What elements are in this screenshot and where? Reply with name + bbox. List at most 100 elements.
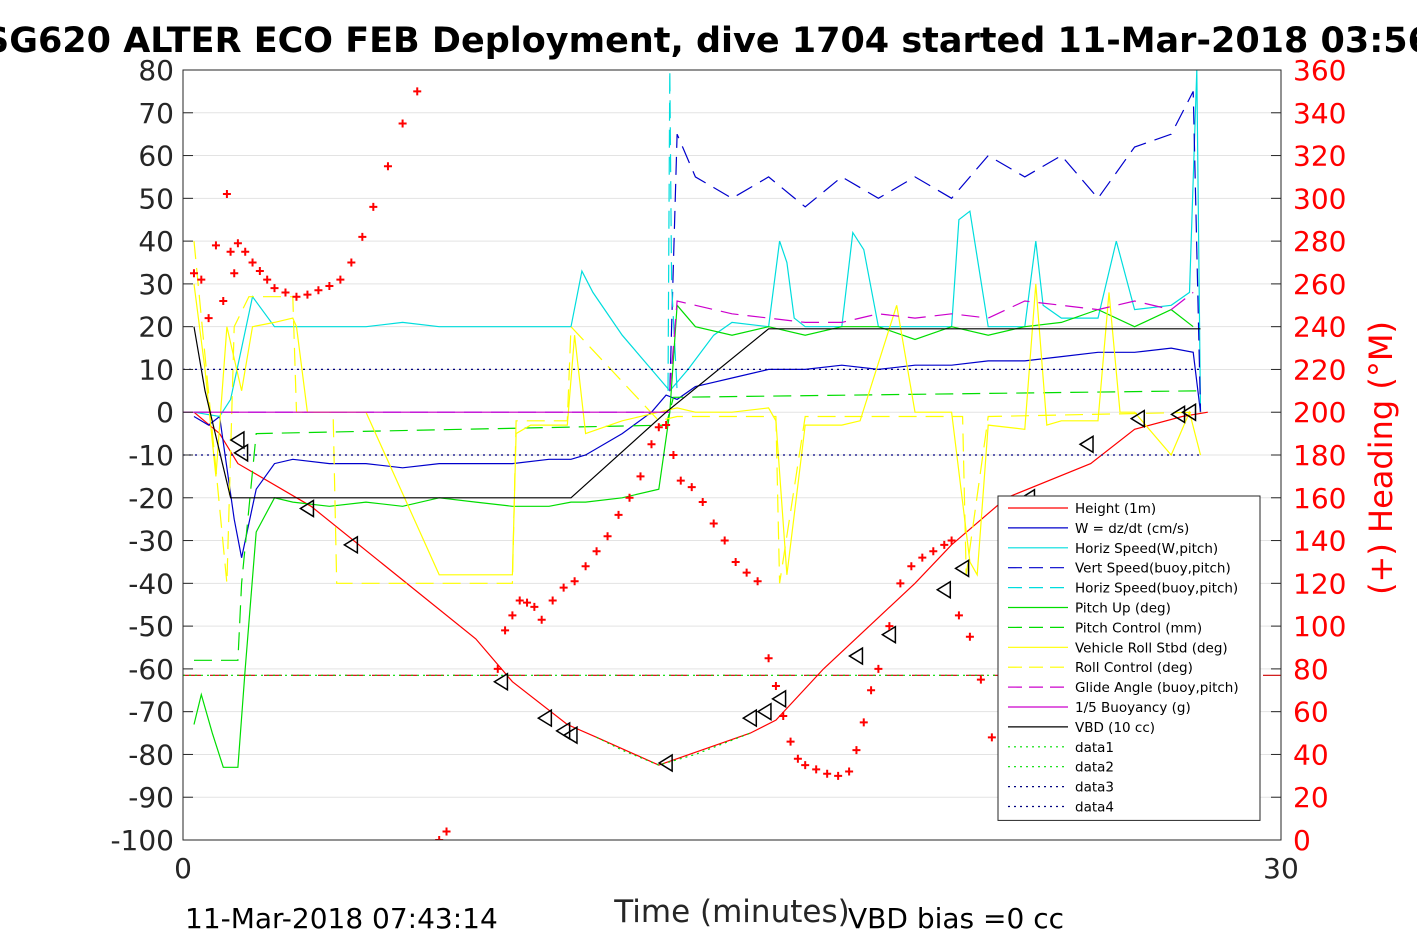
- y-right-tick-label: 320: [1293, 140, 1346, 173]
- plot-series: [183, 70, 1281, 768]
- series-line: [193, 303, 1194, 768]
- series-line: [596, 732, 751, 766]
- y-tick-label: -70: [128, 696, 174, 729]
- y-right-tick-label: 280: [1293, 225, 1346, 258]
- dive-marker: [848, 646, 864, 666]
- y-right-tick-label: 60: [1293, 696, 1329, 729]
- heading-point: [398, 119, 407, 128]
- legend: Height (1m) W = dz/dt (cm/s) Horiz Speed(W…: [997, 495, 1261, 821]
- heading-point: [823, 769, 832, 778]
- y-right-tick-label: 220: [1293, 353, 1346, 386]
- heading-point: [211, 241, 220, 250]
- heading-point: [592, 547, 601, 556]
- heading-point: [669, 451, 678, 459]
- heading-point: [929, 547, 938, 556]
- heading-point: [581, 562, 590, 571]
- y-right-tick-label: 0: [1293, 824, 1311, 857]
- heading-point: [442, 827, 451, 836]
- legend-label: W = dz/dt (cm/s): [1075, 521, 1189, 537]
- heading-point: [314, 286, 323, 295]
- y-tick-label: -30: [128, 525, 174, 558]
- dive-marker: [1181, 402, 1197, 422]
- heading-point: [654, 423, 663, 432]
- legend-label: Pitch Up (deg): [1075, 601, 1171, 617]
- y-tick-label: -80: [128, 738, 174, 771]
- heading-point: [965, 632, 974, 641]
- y-right-tick-label: 260: [1293, 268, 1346, 301]
- legend-label: Horiz Speed(buoy,pitch): [1075, 581, 1238, 597]
- heading-point: [709, 519, 718, 528]
- dive-marker: [299, 499, 315, 518]
- y-tick-label: 40: [138, 225, 174, 258]
- heading-point: [907, 562, 916, 571]
- heading-point: [687, 483, 696, 492]
- vbd-bias-footer: VBD bias =0 cc: [848, 902, 1064, 935]
- heading-point: [731, 557, 740, 566]
- heading-point: [834, 771, 843, 780]
- heading-point: [508, 611, 517, 620]
- y-right-tick-label: 120: [1293, 567, 1346, 600]
- y-right-tick-label: 140: [1293, 525, 1346, 558]
- series-line: [669, 91, 1202, 413]
- heading-point: [987, 733, 996, 742]
- x-tick-label: 0: [174, 852, 192, 885]
- heading-point: [530, 602, 539, 611]
- y-tick-label: 10: [138, 353, 174, 386]
- heading-point: [537, 615, 546, 624]
- y-tick-label: -60: [128, 653, 174, 686]
- legend-label: Horiz Speed(W,pitch): [1075, 541, 1218, 557]
- dive-marker: [1170, 405, 1186, 424]
- y-right-tick-label: 160: [1293, 482, 1346, 515]
- heading-point: [515, 596, 524, 605]
- heading-point: [918, 553, 927, 562]
- dive-marker: [880, 625, 897, 645]
- heading-point: [292, 292, 301, 301]
- series-line: [193, 241, 1201, 584]
- heading-point: [204, 314, 213, 323]
- heading-point: [786, 737, 795, 746]
- heading-point: [383, 162, 392, 171]
- series-line: [669, 291, 1194, 391]
- series-line: [193, 283, 1202, 577]
- heading-point: [603, 532, 612, 541]
- heading-point: [325, 282, 334, 291]
- heading-point: [698, 498, 707, 507]
- legend-label: Glide Angle (buoy,pitch): [1075, 680, 1239, 696]
- heading-point: [812, 765, 821, 774]
- y-tick-label: -40: [128, 567, 174, 600]
- dive-marker: [1129, 409, 1146, 428]
- heading-point: [720, 536, 729, 545]
- heading-point: [570, 577, 579, 586]
- right-axis: 3603403203002802602402202001801601401201…: [1271, 54, 1346, 857]
- heading-point: [753, 577, 762, 586]
- legend-label: data3: [1075, 780, 1114, 796]
- x-tick-label: 30: [1263, 852, 1299, 885]
- dive-marker: [657, 753, 673, 773]
- heading-point: [896, 579, 905, 588]
- dive-marker: [1078, 434, 1094, 454]
- legend-label: data2: [1075, 760, 1114, 776]
- legend-label: Pitch Control (mm): [1075, 620, 1202, 636]
- y-tick-label: -100: [110, 824, 174, 857]
- y-right-tick-label: 300: [1293, 182, 1346, 215]
- y-tick-label: -10: [128, 439, 174, 472]
- y-tick-label: 60: [138, 140, 174, 173]
- legend-label: data1: [1075, 740, 1114, 756]
- heading-point: [867, 686, 876, 695]
- y-right-tick-label: 40: [1293, 738, 1329, 771]
- heading-point: [413, 87, 422, 96]
- heading-point: [197, 275, 206, 284]
- heading-point: [559, 583, 568, 592]
- y-tick-label: 0: [156, 396, 174, 429]
- dive-markers: [229, 402, 1197, 773]
- heading-point: [801, 761, 810, 770]
- heading-point: [255, 267, 264, 276]
- heading-point: [764, 654, 773, 663]
- x-axis: 0 30: [174, 830, 1299, 885]
- legend-label: Roll Control (deg): [1075, 660, 1193, 676]
- y-right-tick-label: 340: [1293, 97, 1346, 130]
- heading-point: [793, 754, 802, 763]
- heading-point: [548, 596, 557, 605]
- heading-point: [241, 247, 250, 256]
